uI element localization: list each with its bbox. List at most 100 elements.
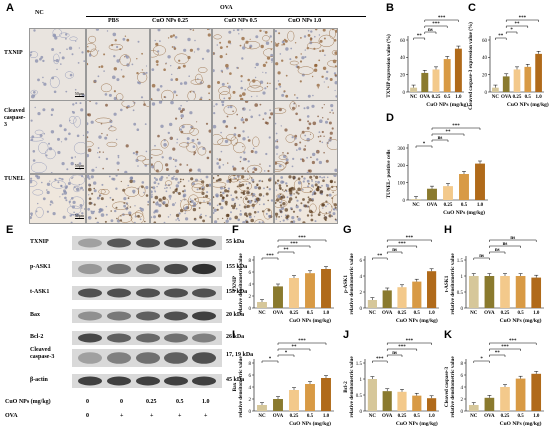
sig-label: *** [438, 16, 446, 21]
sig-label: ns [428, 28, 433, 33]
bar [432, 69, 440, 92]
chart-i: 0 2 4 6 8 Bax relative densitometric value NC OV… [232, 339, 334, 427]
bar [443, 186, 453, 200]
bar [502, 76, 510, 92]
y-tick-label: 8 [461, 362, 464, 367]
y-tick-label: 0 [360, 307, 363, 312]
blot-band [136, 333, 160, 343]
bar [412, 395, 422, 411]
bar [257, 405, 267, 411]
sig-label: *** [266, 254, 274, 259]
panel-letter-e: E [6, 224, 14, 236]
panel-letter-a: A [6, 2, 14, 14]
micrograph-r2-c3 [212, 174, 274, 224]
blot-band [107, 333, 131, 343]
x-tick-label: NC [258, 311, 266, 316]
y-axis-label: relative densitometric value [349, 356, 355, 418]
bar [468, 405, 479, 411]
sig-label: * [510, 28, 513, 33]
sig-label: ns [479, 254, 484, 259]
x-tick-label: OVA [382, 414, 393, 419]
y-tick-label: 0 [249, 410, 252, 415]
y-tick-label: 1.5 [356, 362, 363, 367]
x-tick-label: 0.5 [525, 95, 532, 100]
x-tick-label: OVA [273, 414, 284, 419]
panel-letter-b: B [386, 2, 394, 14]
blot-band [136, 238, 160, 248]
sig-label: ** [498, 34, 504, 39]
blot-band [78, 263, 102, 275]
blot-band [107, 376, 131, 386]
sig-label: *** [298, 236, 306, 241]
sig-label: ns [392, 351, 397, 356]
bar [454, 48, 462, 92]
blot-size: 155 kDa [226, 264, 248, 270]
y-tick-label: 1 [461, 275, 464, 280]
blot-band [136, 376, 160, 386]
x-tick-label: 0.25 [290, 414, 299, 419]
chart-d: 0 100 200 300 TUNEL- positive cells NC OVA 0.25… [386, 124, 488, 216]
x-tick-label: 1.0 [477, 203, 484, 208]
row-label-tunel: TUNEL [4, 176, 25, 182]
sig-label: ** [446, 130, 452, 135]
sig-bracket [277, 342, 327, 345]
blot-strip [72, 286, 222, 300]
chart-f: 0 2 4 6 8 TXNIP relative densitometric value NC… [232, 236, 334, 324]
sig-bracket [277, 348, 311, 351]
sig-label: ** [515, 22, 521, 27]
chart-h: 0 0.5 1 1.5 t-ASK1 relative densitometric val… [444, 236, 544, 324]
y-tick-label: 0.5 [356, 394, 363, 399]
sig-bracket [372, 257, 388, 260]
x-tick-label: 1.0 [428, 414, 435, 419]
y-tick-label: 300 [398, 147, 406, 152]
bar [382, 290, 392, 308]
sig-bracket [415, 145, 433, 148]
sig-bracket [489, 342, 537, 345]
y-tick-label: 40 [482, 56, 488, 61]
x-tick-label: 0.5 [307, 414, 314, 419]
x-tick-label: 1.0 [323, 311, 330, 316]
panel-letter-c: C [468, 2, 476, 14]
blot-label: β-actin [30, 377, 48, 383]
bar [500, 276, 510, 308]
x-tick-label: OVA [273, 311, 284, 316]
bar [443, 59, 451, 92]
blot-size: 155 kDa [226, 289, 248, 295]
sig-bracket [489, 245, 521, 248]
ova-1: + [120, 413, 124, 419]
blot-size: 55 kDa [226, 239, 245, 245]
micrograph-r1-c0: 50μm [29, 100, 86, 174]
y-axis-label: relative densitometric value [450, 356, 456, 418]
bar [382, 391, 392, 411]
blot-band [78, 238, 102, 248]
chart-k: 0 2 4 6 8 Cleaved caspase-3 relative densitome… [444, 339, 544, 427]
sig-bracket [495, 37, 507, 40]
bar [531, 373, 542, 411]
sig-bracket [277, 354, 295, 357]
sig-bracket [386, 342, 432, 345]
x-tick-label: NC [412, 203, 420, 208]
y-tick-label: 0 [485, 91, 488, 96]
sig-label: *** [298, 339, 306, 344]
bar [397, 287, 407, 308]
bar [427, 398, 437, 411]
bar [475, 163, 485, 200]
blot-band [136, 352, 160, 364]
y-tick-label: 4 [249, 283, 252, 288]
blot-band [78, 288, 102, 298]
group-header-05: CuO NPs 0.5 [224, 18, 258, 24]
x-tick-label: NC [470, 311, 478, 316]
blot-label: p-ASK1 [30, 264, 51, 270]
blot-band [164, 376, 188, 386]
sig-label: ** [417, 34, 423, 39]
sig-label: *** [398, 345, 406, 350]
y-axis-label: Bcl-2 [343, 381, 349, 393]
bar [535, 53, 542, 92]
blot-band [192, 333, 216, 343]
ova-2: + [150, 413, 154, 419]
y-tick-label: 4 [249, 386, 252, 391]
micrograph-r2-c2 [150, 174, 212, 224]
group-header-025: CuO NPs 0.25 [152, 18, 189, 24]
chart-c: 0 20 40 60 Cleaved caspase-3 expression valu… [467, 16, 549, 110]
sig-bracket [424, 19, 459, 22]
